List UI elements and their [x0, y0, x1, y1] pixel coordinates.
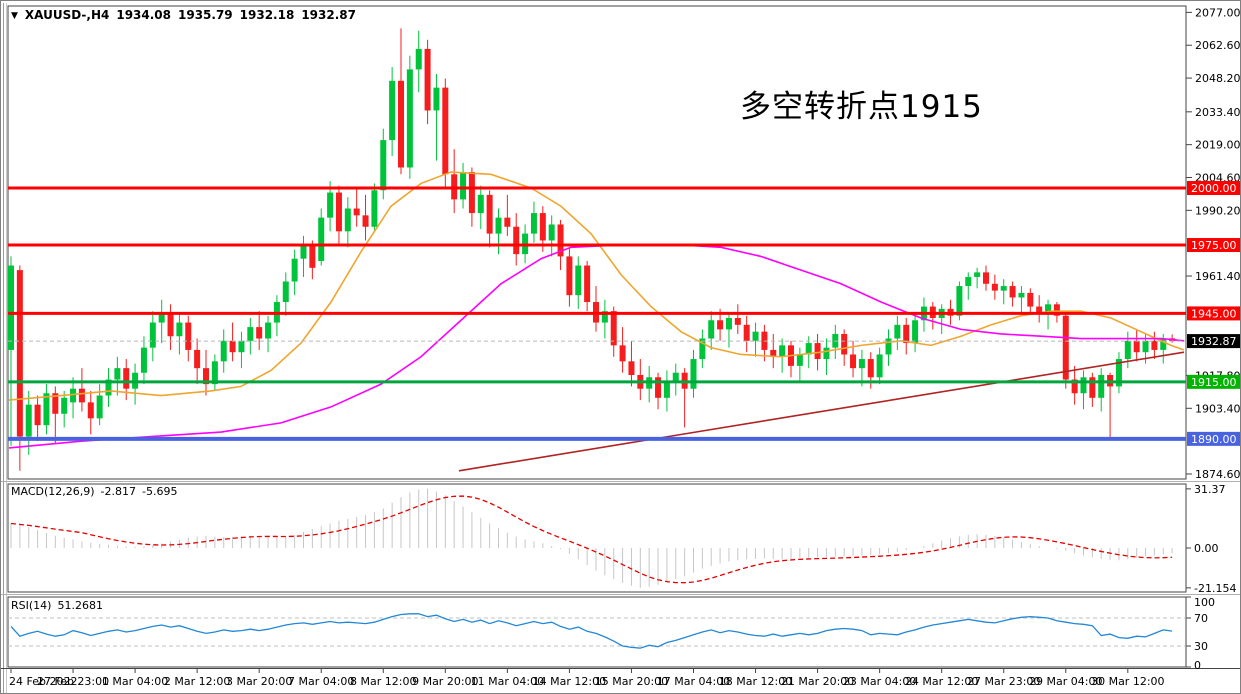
- rsi-scale-label: 100: [1194, 596, 1215, 609]
- rsi-pane: 100 70 30 0: [8, 596, 1215, 672]
- ma-slow-line: [8, 244, 1185, 449]
- svg-text:1945.00: 1945.00: [1191, 307, 1237, 320]
- price-tick-label: 1961.40: [1195, 270, 1241, 283]
- pane-border: [7, 483, 1187, 593]
- rsi-name: RSI(14): [11, 599, 52, 612]
- rsi-indicator-label: RSI(14) 51.2681: [11, 599, 103, 612]
- date-label: 3 Mar 20:00: [226, 675, 292, 688]
- date-label: 8 Mar 12:00: [350, 675, 416, 688]
- date-label: 7 Mar 04:00: [288, 675, 354, 688]
- rsi-value: 51.2681: [57, 599, 103, 612]
- price-tick-label: 2077.00: [1195, 6, 1241, 19]
- macd-scale-label: 31.37: [1194, 483, 1226, 496]
- date-label: 2 Mar 12:00: [164, 675, 230, 688]
- symbol-timeframe-label: XAUUSD-,H4: [24, 8, 110, 22]
- svg-text:1932.87: 1932.87: [1191, 335, 1237, 348]
- price-high: 1935.79: [178, 8, 233, 22]
- date-label: 18 Mar 12:00: [719, 675, 792, 688]
- date-label: 27 Feb 23:00: [37, 675, 109, 688]
- macd-scale-label: 0.00: [1194, 542, 1219, 555]
- price-tick-label: 1903.40: [1195, 402, 1241, 415]
- price-tick-label: 2048.20: [1195, 72, 1241, 85]
- price-tick-label: 2019.00: [1195, 139, 1241, 152]
- price-axis[interactable]: 2077.002062.602048.202033.402019.002004.…: [1186, 6, 1241, 481]
- date-label: 1 Mar 04:00: [102, 675, 168, 688]
- date-label: 23 Mar 04:00: [843, 675, 916, 688]
- date-label: 15 Mar 20:00: [595, 675, 668, 688]
- svg-text:1975.00: 1975.00: [1191, 239, 1237, 252]
- chinese-annotation-text: 多空转折点1915: [740, 89, 983, 125]
- price-low: 1932.18: [239, 8, 295, 22]
- price-badge-1890.00: [1187, 431, 1240, 446]
- candles-layer: [8, 28, 1176, 471]
- date-label: 30 Mar 12:00: [1091, 675, 1164, 688]
- pane-border: [7, 596, 1187, 668]
- svg-text:1915.00: 1915.00: [1191, 376, 1237, 389]
- macd-name: MACD(12,26,9): [11, 485, 95, 498]
- date-label: 11 Mar 04:00: [471, 675, 544, 688]
- price-open: 1934.08: [116, 8, 171, 22]
- rsi-scale-label: 30: [1194, 640, 1208, 653]
- price-badge-1932.87: [1187, 334, 1240, 349]
- date-label: 24 Feb 2022: [9, 675, 77, 688]
- price-badge-1975.00: [1187, 238, 1240, 253]
- macd-signal-value: -5.695: [142, 485, 178, 498]
- macd-pane: 31.37 0.00 -21.154: [10, 483, 1236, 595]
- macd-main-value: -2.817: [100, 485, 137, 498]
- rsi-scale-label: 0: [1194, 659, 1201, 672]
- price-close: 1932.87: [301, 8, 356, 22]
- date-label: 29 Mar 04:00: [1029, 675, 1102, 688]
- ma-fast-line: [8, 171, 1185, 401]
- price-badge-2000.00: [1187, 180, 1240, 195]
- macd-indicator-label: MACD(12,26,9) -2.817 -5.695: [11, 485, 177, 498]
- price-tick-label: 2033.40: [1195, 106, 1241, 119]
- trendline[interactable]: [458, 351, 1185, 472]
- date-label: 17 Mar 04:00: [657, 675, 730, 688]
- svg-text:2000.00: 2000.00: [1191, 182, 1237, 195]
- date-label: 14 Mar 12:00: [533, 675, 606, 688]
- price-badge-1945.00: [1187, 306, 1240, 321]
- price-tick-label: 1990.20: [1195, 204, 1241, 217]
- date-label: 27 Mar 23:00: [967, 675, 1040, 688]
- svg-text:1890.00: 1890.00: [1191, 433, 1237, 446]
- rsi-line: [10, 613, 1173, 649]
- date-label: 9 Mar 20:00: [412, 675, 478, 688]
- symbol-dropdown-icon[interactable]: ▼: [11, 11, 18, 21]
- macd-signal-line: [10, 495, 1173, 584]
- rsi-scale-label: 70: [1194, 612, 1208, 625]
- date-label: 21 Mar 20:00: [781, 675, 854, 688]
- pane-border: [7, 5, 1187, 480]
- price-badge-1915.00: [1187, 374, 1240, 389]
- date-label: 24 Mar 12:00: [905, 675, 978, 688]
- chart-title: ▼ XAUUSD-,H4 1934.08 1935.79 1932.18 193…: [11, 8, 356, 22]
- price-tick-label: 2062.60: [1195, 39, 1241, 52]
- macd-scale-label: -21.154: [1194, 582, 1236, 595]
- price-tick-label: 1874.60: [1195, 468, 1241, 481]
